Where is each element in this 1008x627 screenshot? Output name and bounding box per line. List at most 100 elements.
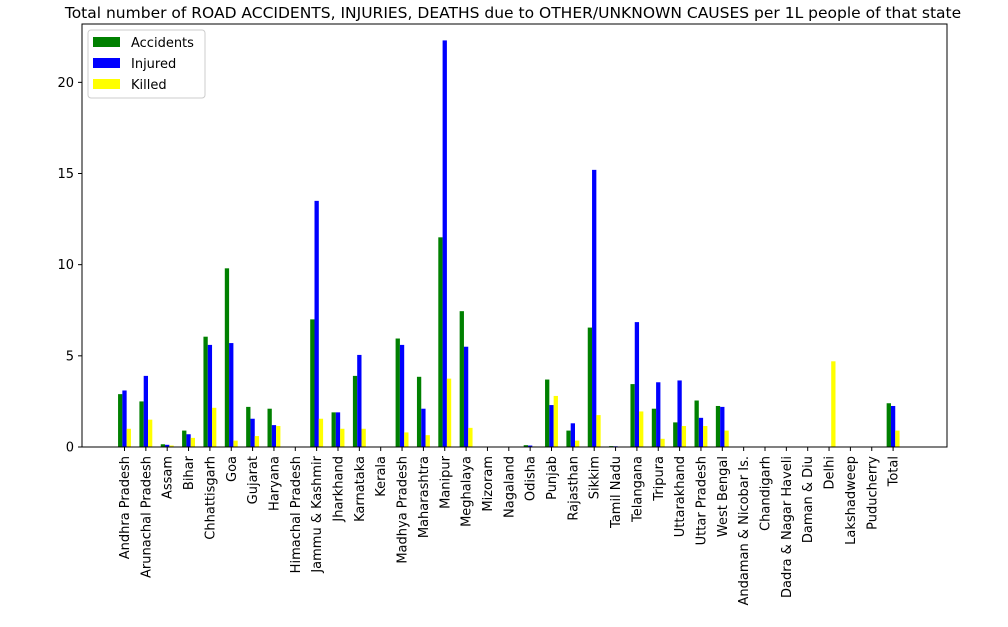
bar-killed-36 xyxy=(895,430,900,447)
x-tick-label-3: Bihar xyxy=(182,455,197,490)
x-tick-label-10: Jharkhand xyxy=(332,456,347,523)
legend-label-injured: Injured xyxy=(131,57,176,72)
bar-killed-26 xyxy=(681,426,687,447)
legend-swatch-accidents xyxy=(93,37,120,47)
x-tick-label-15: Manipur xyxy=(438,455,453,509)
bar-killed-33 xyxy=(831,361,836,447)
bar-killed-16 xyxy=(468,427,473,447)
x-tick-label-35: Puducherry xyxy=(865,456,880,530)
bar-killed-1 xyxy=(148,419,153,447)
bar-injured-11 xyxy=(357,354,362,447)
bar-injured-24 xyxy=(634,322,640,447)
bar-accidents-5 xyxy=(224,268,230,447)
y-tick-label-20: 20 xyxy=(57,76,74,91)
bar-killed-15 xyxy=(446,378,452,447)
x-axis: Andhra Pradesh Arunachal Pradesh Assam Biha… xyxy=(118,447,902,606)
bar-accidents-6 xyxy=(246,406,251,447)
bar-injured-22 xyxy=(592,169,597,448)
bar-accidents-21 xyxy=(566,430,571,447)
x-tick-label-18: Nagaland xyxy=(502,456,517,518)
bar-killed-22 xyxy=(596,415,601,447)
x-tick-label-1: Arunachal Pradesh xyxy=(139,456,154,578)
bar-accidents-36 xyxy=(886,403,891,447)
x-tick-label-28: West Bengal xyxy=(716,456,731,537)
x-tick-label-16: Meghalaya xyxy=(460,456,475,527)
bar-accidents-28 xyxy=(715,405,721,447)
x-tick-label-8: Himachal Pradesh xyxy=(289,456,304,573)
bar-killed-25 xyxy=(660,438,665,447)
legend-swatch-injured xyxy=(93,58,120,68)
x-tick-label-4: Chhattisgarh xyxy=(203,456,218,540)
bar-killed-20 xyxy=(553,395,558,447)
bar-injured-1 xyxy=(143,375,148,447)
bar-accidents-2 xyxy=(160,444,166,447)
bar-injured-10 xyxy=(335,412,341,447)
y-tick-label-15: 15 xyxy=(57,167,74,182)
bar-killed-10 xyxy=(340,428,345,447)
bar-accidents-0 xyxy=(118,394,123,448)
bar-injured-27 xyxy=(698,417,704,447)
legend-swatch-killed xyxy=(93,79,120,89)
x-tick-label-26: Uttarakhand xyxy=(673,456,688,537)
y-axis: 0 5 10 15 20 xyxy=(57,76,82,456)
x-tick-label-30: Chandigarh xyxy=(759,456,774,531)
bar-killed-7 xyxy=(276,426,281,447)
bar-killed-5 xyxy=(233,440,238,447)
bar-accidents-7 xyxy=(267,408,272,447)
bar-injured-20 xyxy=(549,405,554,447)
y-tick-label-5: 5 xyxy=(66,349,74,364)
bar-accidents-22 xyxy=(587,327,593,447)
bar-injured-6 xyxy=(250,418,255,447)
x-tick-label-32: Daman & Diu xyxy=(801,456,816,543)
y-tick-label-0: 0 xyxy=(66,441,74,456)
x-tick-label-19: Odisha xyxy=(524,456,539,501)
chart-title: Total number of ROAD ACCIDENTS, INJURIES… xyxy=(64,4,961,22)
bar-accidents-19 xyxy=(523,445,528,447)
x-tick-label-9: Jammu & Kashmir xyxy=(310,455,325,573)
x-tick-label-2: Assam xyxy=(161,456,176,499)
bar-injured-19 xyxy=(528,445,533,447)
bar-accidents-1 xyxy=(139,401,144,447)
x-tick-label-23: Tamil Nadu xyxy=(609,456,624,529)
bar-accidents-4 xyxy=(203,336,208,447)
bar-killed-13 xyxy=(404,432,409,447)
x-tick-label-5: Goa xyxy=(225,456,240,482)
bar-killed-0 xyxy=(126,428,131,447)
x-tick-label-0: Andhra Pradesh xyxy=(118,456,133,559)
bar-killed-24 xyxy=(639,411,644,447)
bar-injured-15 xyxy=(442,40,447,447)
bar-killed-2 xyxy=(169,445,174,447)
legend: Accidents Injured Killed xyxy=(87,29,206,99)
x-tick-label-22: Sikkim xyxy=(588,456,603,499)
plot-frame xyxy=(81,23,948,448)
bar-accidents-13 xyxy=(395,338,400,447)
bars-layer xyxy=(118,40,900,448)
bar-accidents-9 xyxy=(310,319,315,447)
bar-injured-0 xyxy=(122,390,127,447)
x-tick-label-11: Karnataka xyxy=(353,456,368,522)
x-tick-label-12: Kerala xyxy=(374,456,389,497)
bar-accidents-26 xyxy=(673,422,678,447)
bar-injured-36 xyxy=(890,405,896,447)
bar-injured-14 xyxy=(421,408,426,447)
bar-accidents-10 xyxy=(331,412,336,447)
x-tick-label-17: Mizoram xyxy=(481,456,496,512)
bar-accidents-15 xyxy=(438,237,443,447)
bar-killed-9 xyxy=(318,418,324,447)
x-tick-label-6: Gujarat xyxy=(246,456,261,504)
x-tick-label-7: Haryana xyxy=(267,456,282,511)
bar-injured-26 xyxy=(677,380,682,447)
bar-injured-7 xyxy=(271,425,277,447)
x-tick-label-31: Dadra & Nagar Haveli xyxy=(780,456,795,598)
bar-accidents-14 xyxy=(416,376,422,447)
x-tick-label-13: Madhya Pradesh xyxy=(396,456,411,564)
bar-accidents-20 xyxy=(545,379,550,447)
bar-injured-5 xyxy=(229,343,234,447)
bar-injured-4 xyxy=(207,344,213,447)
bar-killed-28 xyxy=(724,430,729,447)
x-tick-label-21: Rajasthan xyxy=(566,456,581,521)
y-tick-label-10: 10 xyxy=(57,258,74,273)
x-tick-label-36: Total xyxy=(887,456,902,487)
bar-injured-25 xyxy=(656,382,661,447)
